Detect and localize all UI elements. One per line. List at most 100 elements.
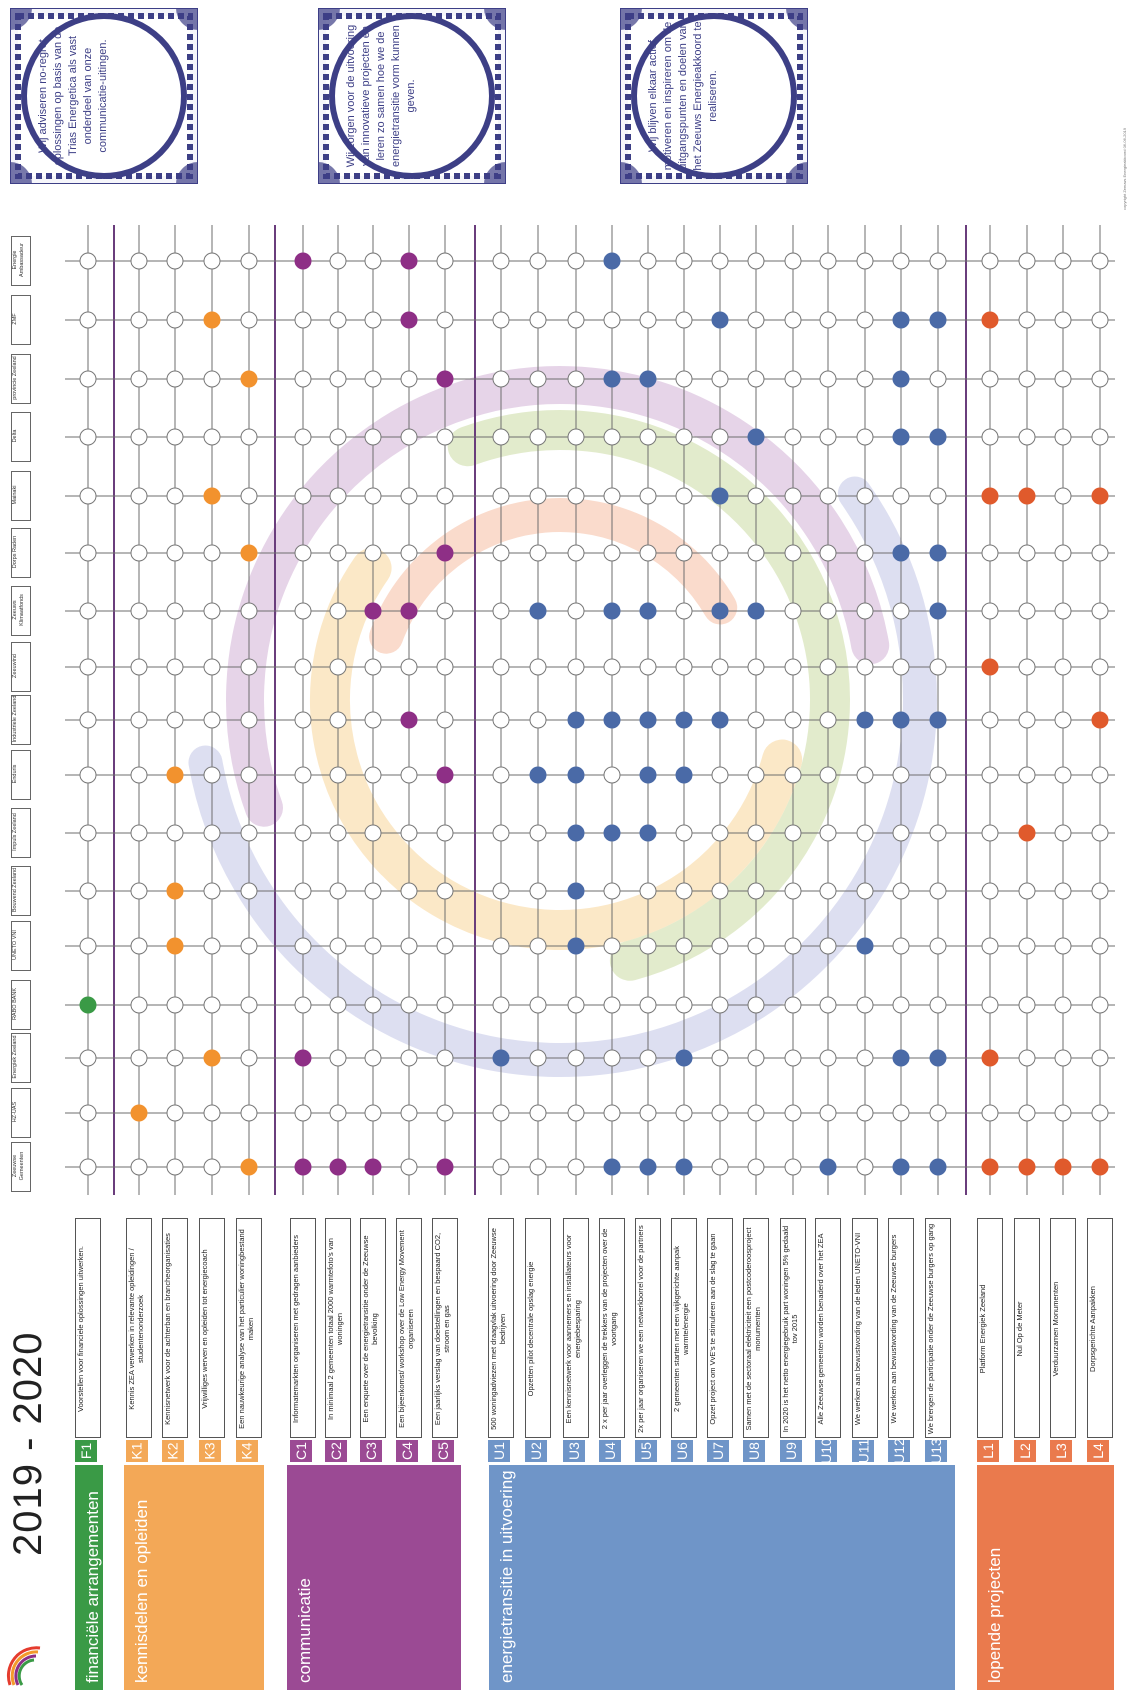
- empty-dot: [529, 882, 547, 900]
- filled-dot: [711, 602, 729, 620]
- row-description: In 2020 is het netto energiegebruik part…: [781, 1225, 799, 1433]
- empty-dot: [856, 1158, 874, 1176]
- empty-dot: [1018, 428, 1036, 446]
- filled-dot: [929, 428, 947, 446]
- empty-dot: [79, 824, 97, 842]
- empty-dot: [567, 1104, 585, 1122]
- empty-dot: [675, 252, 693, 270]
- empty-dot: [892, 1104, 910, 1122]
- filled-dot: [856, 711, 874, 729]
- row-description-box: Platform Energiek Zeeland: [977, 1218, 1003, 1438]
- filled-dot: [240, 544, 258, 562]
- row-code: U11: [855, 1438, 871, 1464]
- empty-dot: [79, 1049, 97, 1067]
- filled-dot: [567, 711, 585, 729]
- empty-dot: [79, 311, 97, 329]
- row-description: Kennisnetwerk voor de achterban en branc…: [163, 1233, 172, 1425]
- empty-dot: [1018, 766, 1036, 784]
- empty-dot: [1018, 882, 1036, 900]
- row-description: Voorstellen voor financiele oplossingen …: [76, 1246, 85, 1412]
- empty-dot: [294, 1104, 312, 1122]
- empty-dot: [166, 487, 184, 505]
- empty-dot: [747, 370, 765, 388]
- filled-dot: [675, 766, 693, 784]
- swirl-arc-0: [188, 476, 937, 1077]
- row-code: K4: [239, 1442, 255, 1460]
- empty-dot: [436, 658, 454, 676]
- empty-dot: [856, 252, 874, 270]
- row-description-box: Een bijeenkomst/ workshop over de Low En…: [396, 1218, 422, 1438]
- organisation-name: UNETO VNI: [12, 930, 18, 960]
- empty-dot: [1054, 766, 1072, 784]
- filled-dot: [711, 487, 729, 505]
- empty-dot: [400, 824, 418, 842]
- empty-dot: [130, 487, 148, 505]
- empty-dot: [1091, 602, 1109, 620]
- row-code-badge: U4: [599, 1440, 621, 1462]
- filled-dot: [1018, 1158, 1036, 1176]
- empty-dot: [784, 1049, 802, 1067]
- logo-arc: [17, 1658, 35, 1686]
- empty-dot: [567, 1049, 585, 1067]
- empty-dot: [492, 602, 510, 620]
- filled-dot: [166, 766, 184, 784]
- empty-dot: [529, 252, 547, 270]
- empty-dot: [856, 824, 874, 842]
- organisation-name: Zeeuwse Gemeenten: [12, 1151, 25, 1181]
- empty-dot: [892, 882, 910, 900]
- filled-dot: [567, 882, 585, 900]
- row-description-box: Informatemarkten organiseren met gedrage…: [290, 1218, 316, 1438]
- filled-dot: [294, 1049, 312, 1067]
- empty-dot: [567, 1158, 585, 1176]
- group-label: financiële arrangementen: [83, 1491, 102, 1683]
- row-code-badge: K1: [126, 1440, 148, 1462]
- empty-dot: [1091, 252, 1109, 270]
- empty-dot: [166, 711, 184, 729]
- organisation-header: UNETO VNI: [11, 921, 31, 971]
- empty-dot: [675, 937, 693, 955]
- empty-dot: [203, 252, 221, 270]
- organisation-header: Impuls Zeeland: [11, 808, 31, 858]
- empty-dot: [364, 1049, 382, 1067]
- empty-dot: [819, 766, 837, 784]
- empty-dot: [79, 252, 97, 270]
- filled-dot: [639, 766, 657, 784]
- empty-dot: [492, 311, 510, 329]
- row-description-box: We werken aan bewustwording van de leden…: [852, 1218, 878, 1438]
- empty-dot: [166, 996, 184, 1014]
- row-code: U4: [602, 1442, 618, 1460]
- empty-dot: [492, 824, 510, 842]
- empty-dot: [1091, 996, 1109, 1014]
- filled-dot: [400, 252, 418, 270]
- empty-dot: [711, 544, 729, 562]
- filled-dot: [1054, 1158, 1072, 1176]
- filled-dot: [892, 370, 910, 388]
- empty-dot: [1018, 370, 1036, 388]
- logo-arc: [14, 1654, 37, 1686]
- empty-dot: [492, 996, 510, 1014]
- empty-dot: [130, 766, 148, 784]
- empty-dot: [784, 658, 802, 676]
- empty-dot: [819, 370, 837, 388]
- empty-dot: [240, 311, 258, 329]
- organisation-name: Enduris: [12, 764, 18, 784]
- empty-dot: [639, 428, 657, 446]
- empty-dot: [130, 996, 148, 1014]
- empty-dot: [166, 824, 184, 842]
- empty-dot: [819, 658, 837, 676]
- empty-dot: [130, 882, 148, 900]
- empty-dot: [529, 658, 547, 676]
- empty-dot: [203, 658, 221, 676]
- empty-dot: [856, 1049, 874, 1067]
- group-band: lopende projecten: [977, 1465, 1114, 1690]
- empty-dot: [747, 711, 765, 729]
- filled-dot: [203, 487, 221, 505]
- empty-dot: [892, 824, 910, 842]
- empty-dot: [1018, 602, 1036, 620]
- empty-dot: [240, 766, 258, 784]
- empty-dot: [364, 766, 382, 784]
- group-label: kennisdelen en opleiden: [132, 1499, 151, 1683]
- empty-dot: [1091, 311, 1109, 329]
- filled-dot: [79, 996, 97, 1014]
- row-description: We werken aan bewustwording van de Zeeuw…: [889, 1234, 898, 1424]
